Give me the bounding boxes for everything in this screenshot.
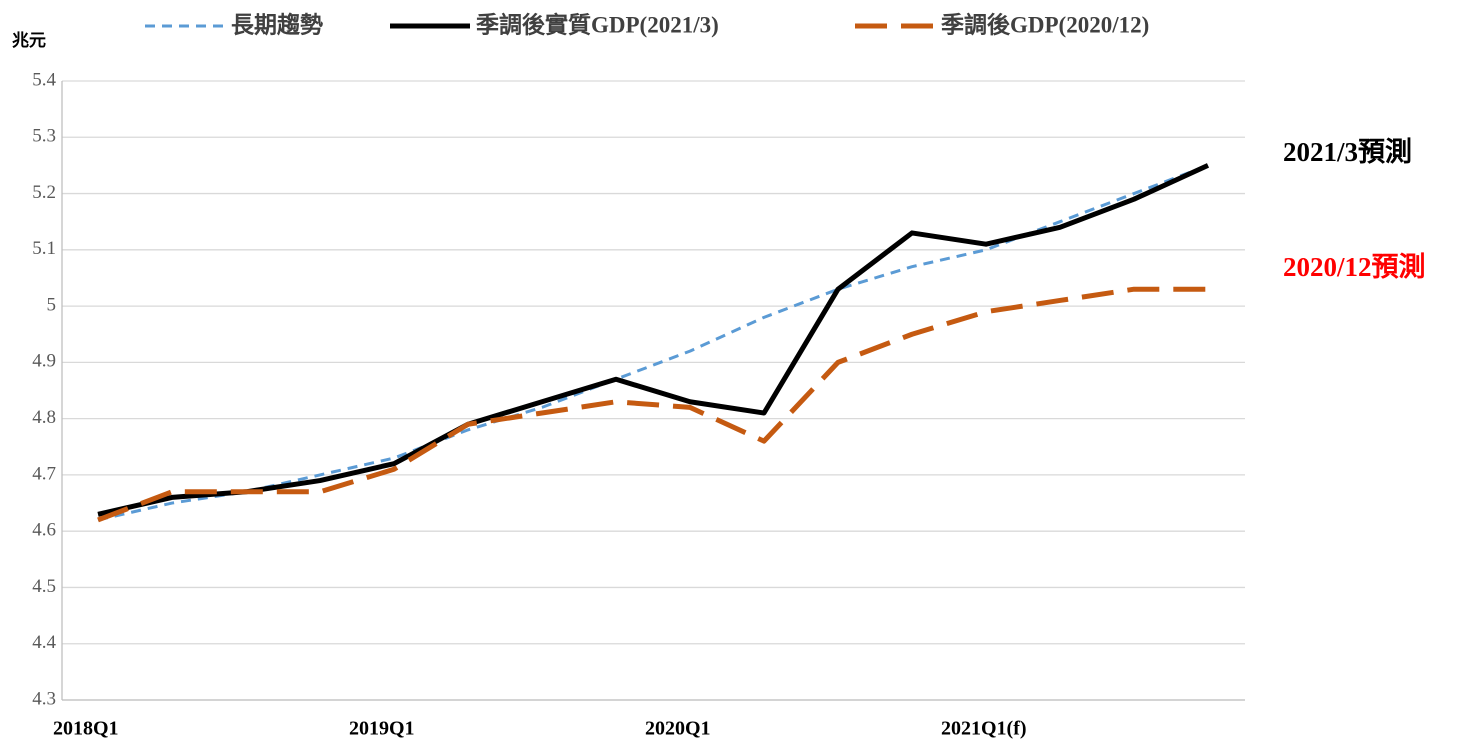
- x-tick-label: 2021Q1(f): [941, 718, 1027, 740]
- y-tick-label: 5.3: [32, 126, 56, 147]
- y-tick-label: 4.5: [32, 576, 56, 597]
- y-tick-label: 5: [47, 294, 57, 315]
- series-line: [97, 163, 1210, 517]
- legend-label: 長期趨勢: [231, 11, 323, 37]
- x-tick-label: 2019Q1: [349, 718, 415, 740]
- series-line: [97, 286, 1208, 523]
- y-tick-label: 4.8: [32, 407, 56, 428]
- annotation: 2020/12預測: [1283, 252, 1426, 282]
- x-tick-label: 2018Q1: [53, 718, 119, 740]
- legend-label: 季調後GDP(2020/12): [941, 11, 1149, 37]
- annotation: 2021/3預測: [1283, 137, 1412, 167]
- y-tick-label: 4.9: [32, 351, 56, 372]
- legend-label: 季調後實質GDP(2021/3): [476, 11, 719, 37]
- y-tick-label: 4.4: [32, 632, 56, 653]
- series-line: [97, 164, 1209, 522]
- x-tick-label: 2020Q1: [645, 718, 711, 740]
- y-tick-label: 5.1: [32, 238, 56, 259]
- y-tick-label: 4.3: [32, 688, 56, 709]
- y-axis-label: 兆元: [12, 31, 46, 50]
- y-tick-label: 4.7: [32, 463, 56, 484]
- y-tick-label: 5.2: [32, 182, 56, 203]
- y-tick-label: 4.6: [32, 520, 56, 541]
- y-tick-label: 5.4: [32, 69, 56, 90]
